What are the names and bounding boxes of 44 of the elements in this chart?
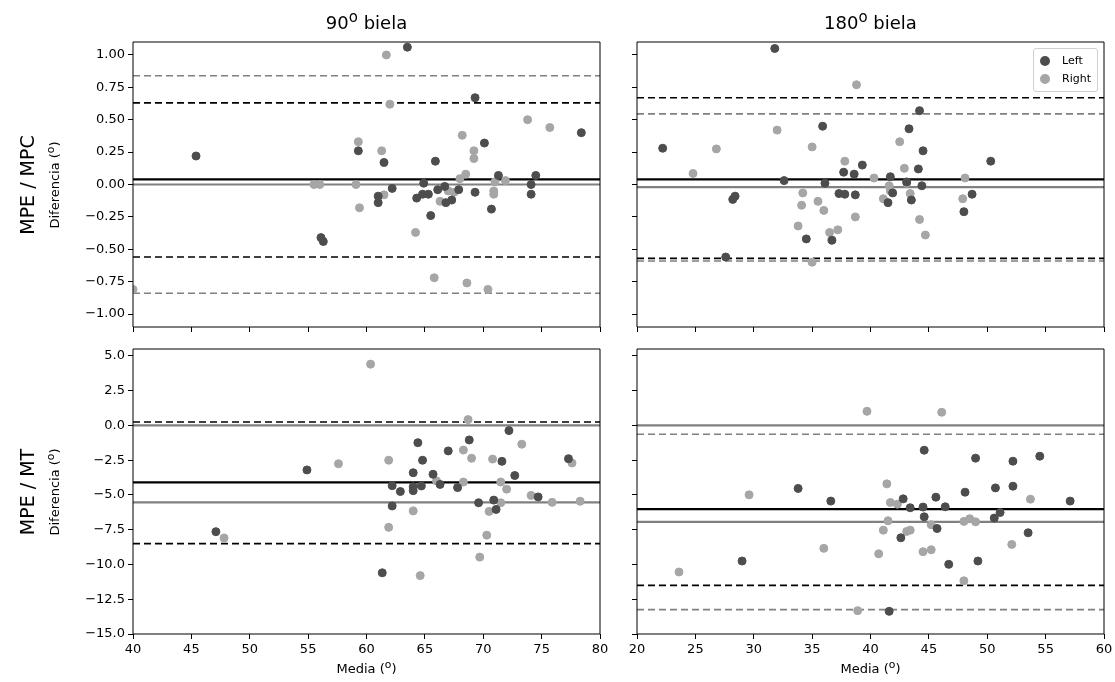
y-tick-label: 0.75 xyxy=(96,78,125,94)
y-tick-label: −0.75 xyxy=(85,273,125,289)
x-tick-label: 65 xyxy=(416,641,434,657)
x-tick-label: 45 xyxy=(183,641,200,657)
x-tick-label: 25 xyxy=(687,641,704,657)
y-tick-label: 2.5 xyxy=(104,382,125,398)
legend-label: Right xyxy=(1062,71,1091,87)
y-tick-label: 0.00 xyxy=(96,175,125,191)
y-tick-label: −12.5 xyxy=(85,590,125,606)
x-tick-label: 50 xyxy=(978,641,996,657)
x-tick-label: 80 xyxy=(591,641,609,657)
y-tick-label: −7.5 xyxy=(93,521,125,537)
y-tick-label: −15.0 xyxy=(85,625,125,641)
y-tick-label: 0.0 xyxy=(104,416,125,432)
y-tick-label: −5.0 xyxy=(93,486,125,502)
y-tick-label: −10.0 xyxy=(85,555,125,571)
x-tick-label: 50 xyxy=(241,641,259,657)
text: MPE / MPC xyxy=(16,134,38,235)
x-axis-title: Media ($^{o}$) xyxy=(839,658,902,677)
y-tick-label: 0.50 xyxy=(96,111,125,127)
y-tick-label: −2.5 xyxy=(93,451,125,467)
y-tick-label: 5.0 xyxy=(104,347,125,363)
x-tick-label: 30 xyxy=(745,641,763,657)
text: MPE / MT xyxy=(16,448,38,535)
x-tick-label: 75 xyxy=(533,641,550,657)
x-tick-label: 40 xyxy=(124,641,142,657)
x-tick-label: 55 xyxy=(299,641,317,657)
x-tick-label: 35 xyxy=(803,641,821,657)
legend-label: Left xyxy=(1062,53,1083,69)
x-tick-label: 60 xyxy=(358,641,375,657)
x-tick-label: 55 xyxy=(1037,641,1054,657)
y-tick-label: −1.00 xyxy=(85,305,125,321)
chart-title: 180$^{o}$ biela xyxy=(823,8,918,33)
y-tick-label: −0.25 xyxy=(85,208,125,224)
chart-title: 90$^{o}$ biela xyxy=(324,8,409,33)
y-tick-label: 0.25 xyxy=(96,143,125,159)
x-tick-label: 20 xyxy=(628,641,646,657)
x-tick-label: 70 xyxy=(474,641,492,657)
x-tick-label: 45 xyxy=(920,641,938,657)
y-tick-label: −0.50 xyxy=(85,240,125,256)
y-tick-label: 1.00 xyxy=(96,46,125,62)
x-tick-label: 40 xyxy=(862,641,879,657)
x-axis-title: Media ($^{o}$) xyxy=(335,658,398,677)
x-tick-label: 60 xyxy=(1095,641,1113,657)
